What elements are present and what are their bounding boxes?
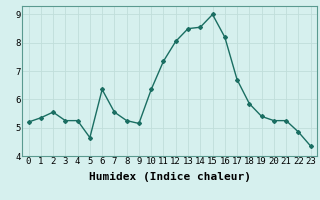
- X-axis label: Humidex (Indice chaleur): Humidex (Indice chaleur): [89, 172, 251, 182]
